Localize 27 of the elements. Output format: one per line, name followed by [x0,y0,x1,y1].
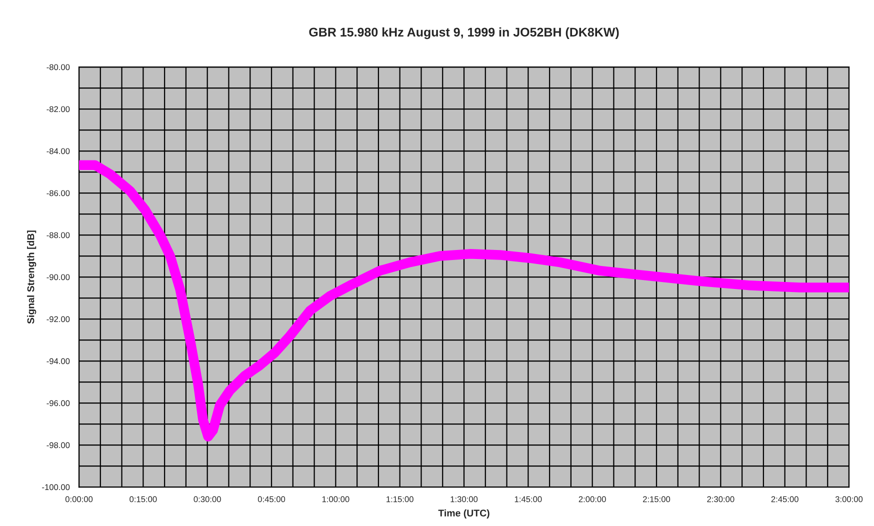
y-tick-label: -92.00 [46,316,70,322]
x-tick-label: 1:30:00 [450,496,478,502]
y-tick-label: -86.00 [46,190,70,196]
y-axis-title: Signal Strength [dB] [27,230,36,324]
y-tick-label: -82.00 [46,106,70,112]
x-tick-label: 2:15:00 [643,496,670,502]
y-tick-label: -84.00 [46,148,70,154]
x-tick-label: 2:00:00 [578,496,606,502]
chart-title: GBR 15.980 kHz August 9, 1999 in JO52BH (DK8KW) [309,27,619,40]
x-tick-label: 1:15:00 [386,496,414,502]
x-axis-title: Time (UTC) [438,509,490,518]
x-tick-label: 0:15:00 [130,496,157,502]
x-tick-label: 0:45:00 [258,496,286,502]
y-tick-label: -80.00 [46,64,70,70]
x-tick-label: 1:00:00 [322,496,350,502]
y-tick-label: -96.00 [46,400,70,406]
x-tick-label: 0:00:00 [65,496,93,502]
y-tick-label: -98.00 [46,442,70,448]
x-tick-label: 2:30:00 [707,496,734,502]
x-tick-label: 3:00:00 [835,496,863,502]
x-tick-label: 2:45:00 [771,496,798,502]
y-tick-label: -90.00 [46,274,70,280]
x-tick-label: 0:30:00 [194,496,221,502]
y-tick-label: -88.00 [46,232,70,238]
y-tick-label: -94.00 [46,358,70,364]
y-tick-label: -100.00 [42,484,70,490]
x-tick-label: 1:45:00 [514,496,542,502]
